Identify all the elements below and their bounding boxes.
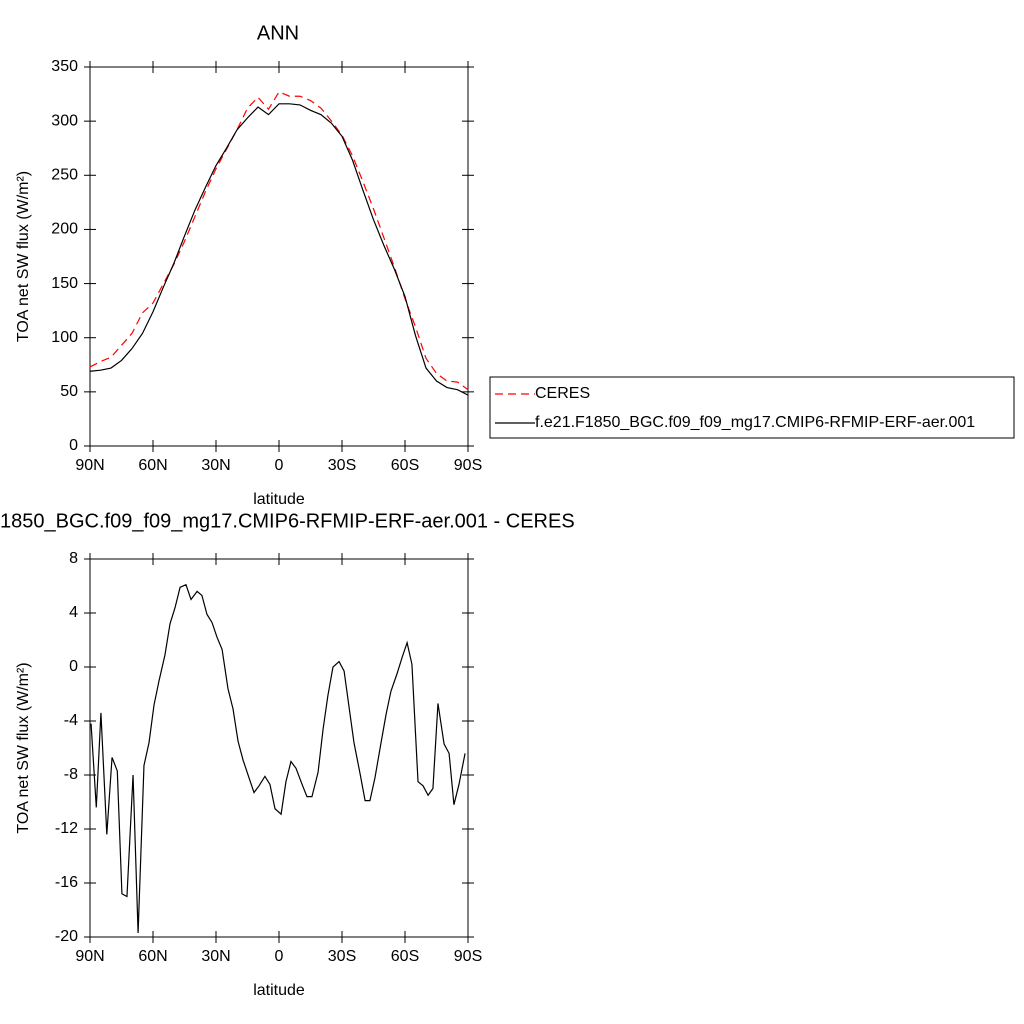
- y-tick-label: 50: [60, 383, 78, 400]
- y-axis-label: TOA net SW flux (W/m²): [15, 171, 32, 342]
- y-tick-label: -4: [64, 712, 78, 729]
- data-line: [89, 103, 469, 396]
- y-tick-label: 0: [69, 437, 78, 454]
- x-tick-label: 0: [275, 948, 284, 965]
- x-tick-label: 60N: [138, 457, 167, 474]
- x-tick-label: 60S: [391, 948, 419, 965]
- plot-frame: [89, 66, 469, 447]
- y-tick-label: -20: [55, 928, 78, 945]
- x-tick-label: 30N: [201, 457, 230, 474]
- x-tick-label: 90N: [75, 457, 104, 474]
- y-axis-label: TOA net SW flux (W/m²): [15, 662, 32, 833]
- x-tick-label: 30S: [328, 457, 356, 474]
- x-tick-label: 60S: [391, 457, 419, 474]
- y-tick-label: 200: [51, 221, 78, 238]
- x-tick-label: 90S: [454, 457, 482, 474]
- x-tick-label: 30S: [328, 948, 356, 965]
- y-tick-label: 8: [69, 550, 78, 567]
- x-axis-label: latitude: [253, 491, 305, 508]
- x-axis-label: latitude: [253, 982, 305, 999]
- y-tick-label: 4: [69, 604, 78, 621]
- legend-label: f.e21.F1850_BGC.f09_f09_mg17.CMIP6-RFMIP…: [535, 414, 975, 431]
- plot-frame: [89, 558, 469, 938]
- y-tick-label: -16: [55, 874, 78, 891]
- y-tick-label: 300: [51, 112, 78, 129]
- x-tick-label: 60N: [138, 948, 167, 965]
- y-tick-label: 350: [51, 58, 78, 75]
- legend-label: CERES: [535, 385, 590, 402]
- y-tick-label: -8: [64, 766, 78, 783]
- legend-box: [489, 376, 1015, 439]
- x-tick-label: 90S: [454, 948, 482, 965]
- y-tick-label: 150: [51, 275, 78, 292]
- y-tick-label: 250: [51, 167, 78, 184]
- y-tick-label: 0: [69, 658, 78, 675]
- chart-title: 1850_BGC.f09_f09_mg17.CMIP6-RFMIP-ERF-ae…: [0, 510, 575, 532]
- x-tick-label: 90N: [75, 948, 104, 965]
- data-line: [90, 583, 466, 933]
- y-tick-label: -12: [55, 820, 78, 837]
- x-tick-label: 0: [275, 457, 284, 474]
- data-line: [89, 91, 469, 391]
- y-tick-label: 100: [51, 329, 78, 346]
- x-tick-label: 30N: [201, 948, 230, 965]
- chart-title: ANN: [257, 22, 299, 44]
